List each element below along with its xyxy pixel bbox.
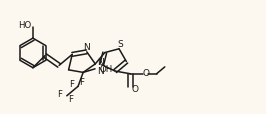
Text: N: N [97, 66, 104, 75]
Text: N: N [97, 58, 104, 66]
Text: O: O [131, 84, 138, 93]
Text: F: F [69, 80, 74, 89]
Text: F: F [58, 90, 63, 98]
Text: OH: OH [99, 64, 113, 73]
Text: N: N [84, 43, 90, 52]
Text: F: F [79, 78, 84, 87]
Text: S: S [117, 40, 123, 49]
Text: F: F [69, 94, 74, 103]
Text: HO: HO [18, 21, 32, 30]
Text: O: O [143, 69, 150, 77]
